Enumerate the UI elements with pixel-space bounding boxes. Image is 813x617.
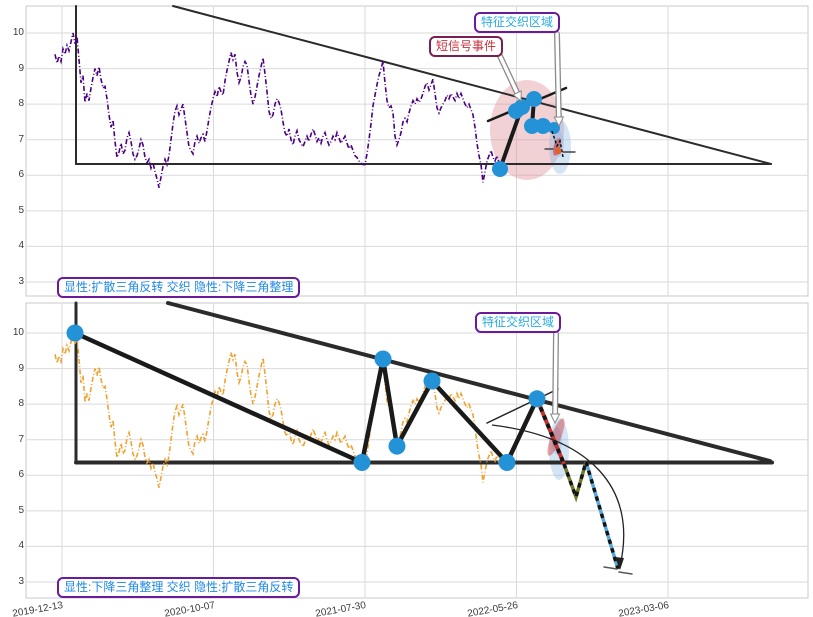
mini-signal-zigzag xyxy=(551,130,564,158)
bottom-y-tick-label: 8 xyxy=(18,398,24,410)
top-y-tick-label: 3 xyxy=(18,275,24,287)
bottom-y-tick-label: 4 xyxy=(18,540,24,552)
target-whisker xyxy=(603,566,618,570)
swing-zigzag-line xyxy=(74,330,540,465)
bottom-y-tick-label: 6 xyxy=(18,469,24,481)
cluster-swing-marker xyxy=(524,118,540,134)
signal-segment-dashes xyxy=(584,461,620,570)
top-callout-arrow-shaft xyxy=(498,54,519,95)
top-y-tick-label: 6 xyxy=(18,169,24,181)
swing-point-marker xyxy=(353,453,371,471)
swing-point-marker xyxy=(66,324,84,342)
top-feature-zone-label: 特征交织区域 xyxy=(474,12,561,33)
cluster-swing-marker-small xyxy=(548,122,560,134)
bottom-y-tick-label: 10 xyxy=(12,327,24,338)
top-y-tick-label: 10 xyxy=(12,27,24,38)
top-y-tick-label: 5 xyxy=(18,204,24,216)
swing-point-marker xyxy=(498,453,516,471)
top-y-tick-label: 8 xyxy=(18,98,24,110)
cluster-swing-marker xyxy=(535,118,551,134)
bottom-pattern-summary-label: 显性:下降三角整理 交织 隐性:扩散三角反转 xyxy=(57,577,301,598)
bottom-callout-arrow-shaft xyxy=(553,332,558,416)
cluster-swing-marker xyxy=(526,91,542,107)
cluster-swing-marker xyxy=(492,161,508,177)
top-callout-arrow-head xyxy=(512,90,522,103)
signal-segment-dashes xyxy=(535,398,566,465)
wedge-trendline xyxy=(486,388,559,424)
projection-arc-head xyxy=(615,557,624,570)
short-signal-event-label: 短信号事件 xyxy=(429,36,504,57)
top-panel-frame xyxy=(25,5,809,297)
top-y-tick-label: 4 xyxy=(18,240,24,252)
top-pattern-summary-label: 显性:扩散三角反转 交织 隐性:下降三角整理 xyxy=(57,277,301,298)
bottom-y-tick-label: 7 xyxy=(18,433,24,445)
swing-point-marker xyxy=(423,372,441,390)
bottom-panel-frame xyxy=(25,302,809,599)
projection-arc xyxy=(491,424,625,567)
bottom-highlight-ellipse xyxy=(547,418,565,456)
bottom-feature-zone-label: 特征交织区域 xyxy=(475,312,562,333)
cluster-swing-marker xyxy=(514,99,530,115)
signal-segment-dashes xyxy=(562,461,588,503)
bottom-y-tick-label: 3 xyxy=(18,575,24,587)
bottom-y-tick-label: 9 xyxy=(18,362,24,374)
bottom-callout-arrow-head xyxy=(549,413,561,425)
swing-point-marker xyxy=(528,390,546,408)
top-callout-arrow-shaft xyxy=(555,32,561,119)
bottom-trendline xyxy=(166,301,772,463)
mini-signal-dot xyxy=(554,147,562,155)
top-y-tick-label: 9 xyxy=(18,62,24,74)
top-trendline xyxy=(172,5,772,165)
bottom-y-tick-label: 5 xyxy=(18,504,24,516)
swing-point-marker xyxy=(388,437,406,455)
top-callout-arrow-head xyxy=(553,116,565,128)
target-whisker xyxy=(618,571,633,575)
top-y-tick-label: 7 xyxy=(18,133,24,145)
swing-point-marker xyxy=(374,350,392,368)
